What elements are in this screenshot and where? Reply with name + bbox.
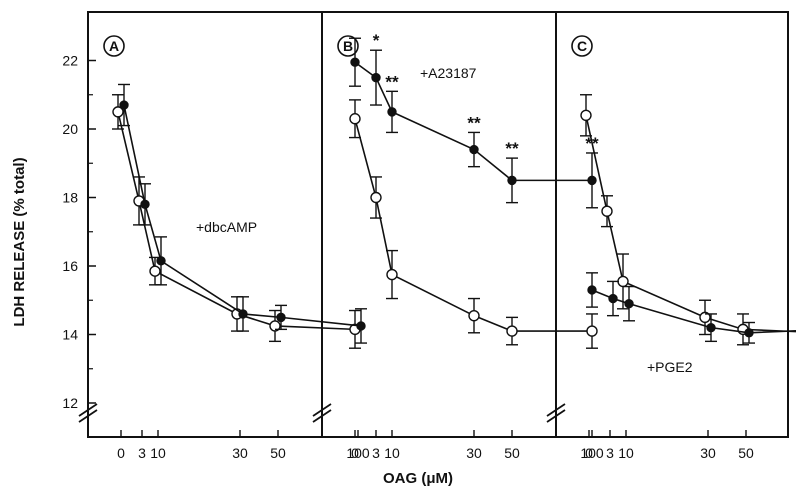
filled-point xyxy=(387,107,397,117)
filled-point xyxy=(371,72,381,83)
y-axis-label: LDH RELEASE (% total) xyxy=(11,157,28,326)
filled-point xyxy=(507,175,517,186)
treatment-annotation: +A23187 xyxy=(420,65,477,81)
open-point xyxy=(580,109,592,122)
x-tick-label: 100 xyxy=(346,445,370,461)
axis-break-mark xyxy=(546,403,566,417)
x-tick-label: 0 xyxy=(351,445,359,461)
panel-label-circle xyxy=(337,35,359,57)
x-tick-label: 30 xyxy=(466,445,482,461)
x-tick-label: 3 xyxy=(606,445,614,461)
filled-point xyxy=(587,175,597,186)
filled-point xyxy=(469,144,479,155)
open-point xyxy=(586,325,598,337)
filled-point xyxy=(350,57,360,67)
y-tick-label: 14 xyxy=(62,327,78,343)
x-tick-label: 0 xyxy=(117,445,125,461)
x-tick-label: 30 xyxy=(232,445,248,461)
panel-label-circle xyxy=(571,35,593,57)
filled-point xyxy=(587,285,597,295)
panel-label: A xyxy=(109,38,119,54)
axis-break-mark xyxy=(312,409,332,423)
filled-point xyxy=(624,298,634,309)
open-point xyxy=(112,106,124,118)
panel-label-circle xyxy=(103,35,125,57)
x-tick-label: 30 xyxy=(700,445,716,461)
x-tick-label: 0 xyxy=(585,445,593,461)
filled-point xyxy=(608,293,618,304)
filled-point xyxy=(238,309,248,319)
significance-marker: ** xyxy=(467,113,481,132)
x-tick-label: 10 xyxy=(150,445,166,461)
x-tick-label: 10 xyxy=(618,445,634,461)
significance-marker: ** xyxy=(385,72,399,91)
axis-break-mark xyxy=(78,403,98,417)
y-tick-label: 12 xyxy=(62,395,78,411)
open-point xyxy=(149,265,161,277)
filled-point xyxy=(356,321,366,331)
y-axis: 12 14 16 18 20 22 xyxy=(62,53,96,411)
open-point xyxy=(601,205,613,217)
filled-point xyxy=(140,199,150,210)
filled-point xyxy=(119,100,129,110)
significance-marker: * xyxy=(373,31,380,50)
y-tick-label: 22 xyxy=(62,53,78,69)
y-tick-label: 20 xyxy=(62,121,78,137)
panel-label: C xyxy=(577,38,587,54)
axis-break-mark xyxy=(546,409,566,423)
open-point xyxy=(699,311,711,324)
panel-label: B xyxy=(343,38,353,54)
series-line xyxy=(123,104,362,327)
y-tick-label: 18 xyxy=(62,190,78,206)
x-tick-label: 100 xyxy=(580,445,604,461)
open-point xyxy=(386,268,398,281)
filled-point xyxy=(706,322,716,333)
x-tick-label: 50 xyxy=(504,445,520,461)
open-point xyxy=(370,191,382,204)
treatment-annotation: +dbcAMP xyxy=(196,219,257,235)
open-point xyxy=(349,113,361,125)
series-line xyxy=(354,118,592,332)
panel-frame-2 xyxy=(555,11,789,438)
panel-frames xyxy=(78,11,789,438)
open-point xyxy=(617,275,629,288)
filled-point xyxy=(156,256,166,266)
x-tick-label: 50 xyxy=(738,445,754,461)
open-point xyxy=(506,325,518,337)
series-line xyxy=(117,111,356,331)
x-tick-label: 3 xyxy=(372,445,380,461)
axis-break-mark xyxy=(312,403,332,417)
x-tick-label: 50 xyxy=(270,445,286,461)
y-tick-label: 16 xyxy=(62,258,78,274)
significance-marker: ** xyxy=(505,139,519,158)
open-point xyxy=(468,309,480,322)
open-point xyxy=(269,320,281,332)
treatment-annotation: +PGE2 xyxy=(647,359,693,375)
axis-break-mark xyxy=(78,409,98,423)
x-tick-label: 3 xyxy=(138,445,146,461)
filled-point xyxy=(276,312,286,323)
filled-point xyxy=(744,328,754,338)
x-tick-label: 10 xyxy=(384,445,400,461)
x-axis-label: OAG (μM) xyxy=(383,470,453,487)
